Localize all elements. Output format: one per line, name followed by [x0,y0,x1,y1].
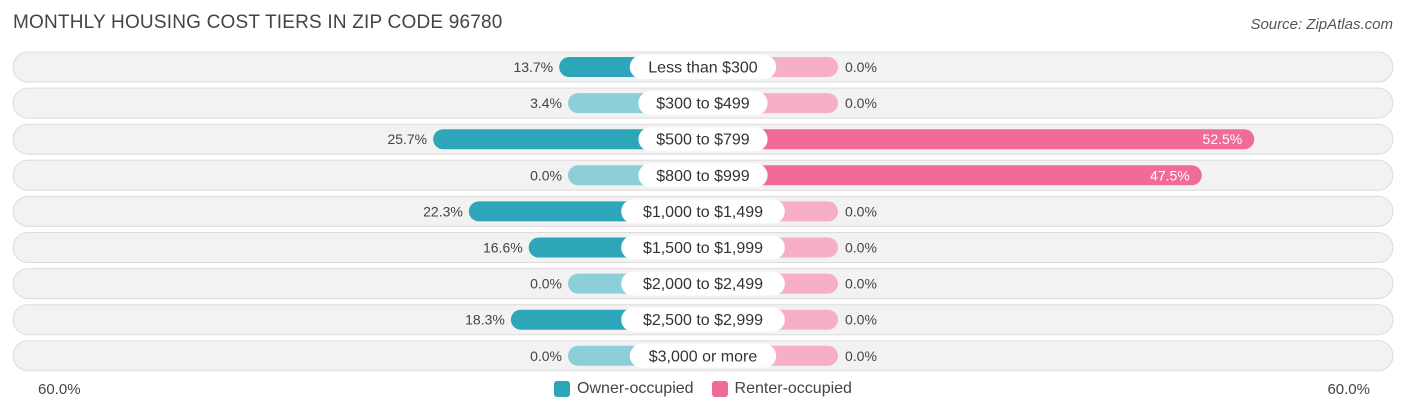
legend-renter-label: Renter-occupied [734,380,852,397]
owner-value-label: 0.0% [530,276,562,292]
category-label: $300 to $499 [656,96,750,113]
category-label: $3,000 or more [649,348,758,365]
owner-value-label: 0.0% [530,167,562,183]
category-pill [621,307,785,332]
owner-swatch [554,381,571,397]
diverging-bar-chart: 13.7% 0.0% Less than $300 3.4% 0.0% $300 to $… [12,51,1394,372]
owner-bar [433,129,703,150]
owner-value-label: 13.7% [513,59,553,75]
category-pill [629,55,777,79]
owner-value-label: 16.6% [483,240,523,256]
renter-value-label: 0.0% [845,348,877,364]
renter-value-label: 52.5% [1203,131,1243,147]
renter-value-label: 0.0% [845,240,877,256]
legend-item-renter: Renter-occupied [711,380,852,398]
category-label: $500 to $799 [656,132,750,149]
category-label: $2,500 to $2,999 [643,312,763,329]
chart-title: MONTHLY HOUSING COST TIERS IN ZIP CODE 9… [13,12,503,33]
owner-value-label: 0.0% [530,348,562,364]
renter-value-label: 0.0% [845,95,877,111]
category-pill [621,271,785,296]
category-pill [621,199,785,224]
legend-owner-label: Owner-occupied [577,380,694,397]
renter-bar [703,129,1255,150]
renter-value-label: 0.0% [845,203,877,219]
category-label: $1,000 to $1,499 [643,204,763,221]
owner-value-label: 18.3% [465,312,505,328]
source-note: Source: ZipAtlas.com [1250,16,1393,33]
renter-swatch [711,381,728,397]
category-pill [629,343,777,368]
legend: Owner-occupied Renter-occupied [0,380,1406,398]
axis-left-label: 60.0% [38,381,81,398]
owner-value-label: 25.7% [387,131,427,147]
category-label: $1,500 to $1,999 [643,240,763,257]
renter-value-label: 0.0% [845,59,877,75]
category-pill [638,127,768,152]
category-label: $2,000 to $2,499 [643,276,763,293]
owner-value-label: 3.4% [530,95,562,111]
axis-right-label: 60.0% [1327,381,1370,398]
renter-value-label: 0.0% [845,312,877,328]
legend-item-owner: Owner-occupied [554,380,694,398]
category-pill [638,91,768,116]
renter-value-label: 47.5% [1150,167,1190,183]
owner-value-label: 22.3% [423,203,463,219]
category-label: Less than $300 [648,60,758,77]
category-pill [621,235,785,260]
category-pill [638,163,768,188]
renter-value-label: 0.0% [845,276,877,292]
renter-bar [703,165,1202,186]
category-label: $800 to $999 [656,168,750,185]
